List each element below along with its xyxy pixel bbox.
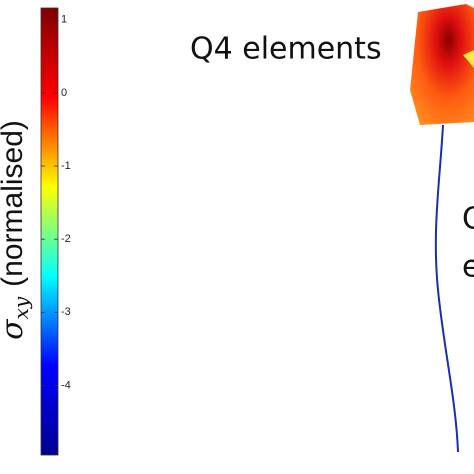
annotation: Q4 elements xyxy=(190,32,382,67)
colorbar xyxy=(40,7,59,456)
tick-label: -3 xyxy=(61,306,71,318)
deformed-mesh xyxy=(410,4,474,125)
tick-label: -2 xyxy=(61,233,71,245)
axis-text: (normalised) xyxy=(0,120,29,287)
annotation: e xyxy=(462,250,474,285)
tick-label: -4 xyxy=(61,379,71,391)
axis-label-text: σxy (normalised) xyxy=(0,120,33,340)
annotation: Q xyxy=(462,202,474,237)
mesh-line xyxy=(434,124,459,453)
tick-label: 1 xyxy=(61,14,67,26)
axis-label: σxy (normalised) xyxy=(0,120,33,340)
tick-label: 0 xyxy=(61,87,67,99)
axis-subscript: xy xyxy=(9,296,33,319)
tick-label: -1 xyxy=(61,160,71,172)
mesh-highlight xyxy=(463,50,474,68)
axis-symbol: σ xyxy=(0,318,30,340)
